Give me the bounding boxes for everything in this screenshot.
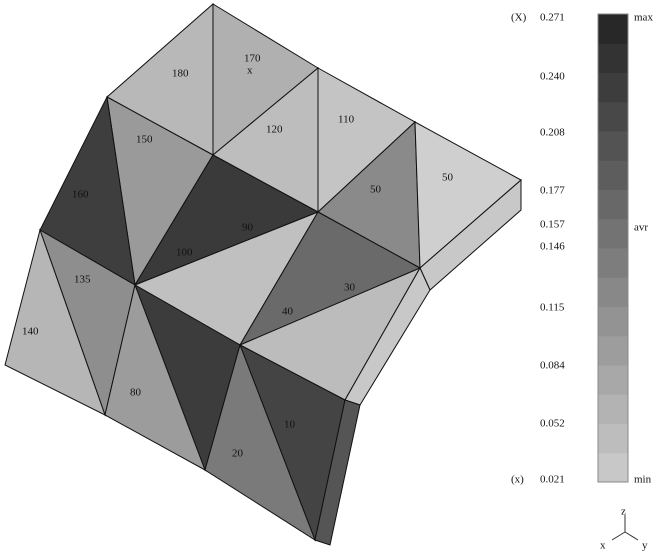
legend-band bbox=[598, 190, 628, 220]
legend-band bbox=[598, 248, 628, 278]
axis-triad: z x y bbox=[600, 506, 648, 552]
legend-value: 0.052 bbox=[540, 418, 565, 430]
element-label: 90 bbox=[242, 222, 254, 234]
legend-band bbox=[598, 73, 628, 103]
legend-min: min bbox=[634, 474, 652, 486]
element-label: 135 bbox=[74, 274, 91, 286]
legend-value: 0.208 bbox=[540, 127, 565, 139]
legend-band bbox=[598, 336, 628, 366]
legend-value: 0.146 bbox=[540, 241, 565, 253]
element-label: 50 bbox=[442, 172, 454, 184]
element-label: 40 bbox=[282, 306, 294, 318]
legend-value: 0.084 bbox=[540, 360, 565, 372]
element-label: 20 bbox=[232, 448, 244, 460]
legend-band bbox=[598, 453, 628, 483]
legend-band bbox=[598, 14, 628, 44]
legend-band bbox=[598, 102, 628, 132]
element-label: 10 bbox=[284, 419, 296, 431]
element-label: 50 bbox=[370, 184, 382, 196]
element-label: 140 bbox=[22, 326, 39, 338]
element-label: 160 bbox=[72, 189, 89, 201]
legend-band bbox=[598, 43, 628, 73]
element-label: 150 bbox=[136, 134, 153, 146]
figure: 180 170 x 120 110 150 160 90 50 50 100 3… bbox=[0, 0, 661, 559]
element-label: 180 bbox=[172, 68, 189, 80]
legend-band bbox=[598, 277, 628, 307]
axis-line bbox=[625, 532, 638, 540]
legend-band bbox=[598, 160, 628, 190]
element-label: 100 bbox=[176, 247, 193, 259]
legend-avr: avr bbox=[634, 222, 648, 234]
element-label: 30 bbox=[344, 282, 356, 294]
legend-band bbox=[598, 424, 628, 454]
legend-band bbox=[598, 219, 628, 249]
legend-band bbox=[598, 307, 628, 337]
legend-band bbox=[598, 131, 628, 161]
element-label: 110 bbox=[338, 114, 355, 126]
legend: (X) (x) max avr min 0.271 0.240 0.208 0.177… bbox=[511, 12, 653, 486]
element-label: x bbox=[247, 65, 253, 77]
legend-band bbox=[598, 394, 628, 424]
axis-label: x bbox=[600, 540, 606, 552]
legend-marker: (X) bbox=[511, 12, 527, 24]
legend-marker: (x) bbox=[511, 474, 524, 486]
legend-value: 0.177 bbox=[540, 185, 565, 197]
legend-value: 0.157 bbox=[540, 219, 565, 231]
legend-value: 0.115 bbox=[540, 302, 565, 314]
legend-value: 0.021 bbox=[540, 474, 565, 486]
axis-label: z bbox=[621, 506, 626, 518]
element-label: 120 bbox=[266, 124, 283, 136]
element-label: 80 bbox=[130, 387, 142, 399]
legend-value: 0.240 bbox=[540, 71, 565, 83]
legend-value: 0.271 bbox=[540, 12, 565, 24]
element-label: 170 bbox=[244, 53, 261, 65]
legend-max: max bbox=[634, 12, 653, 24]
legend-band bbox=[598, 365, 628, 395]
axis-label: y bbox=[642, 540, 648, 552]
axis-line bbox=[612, 532, 625, 540]
